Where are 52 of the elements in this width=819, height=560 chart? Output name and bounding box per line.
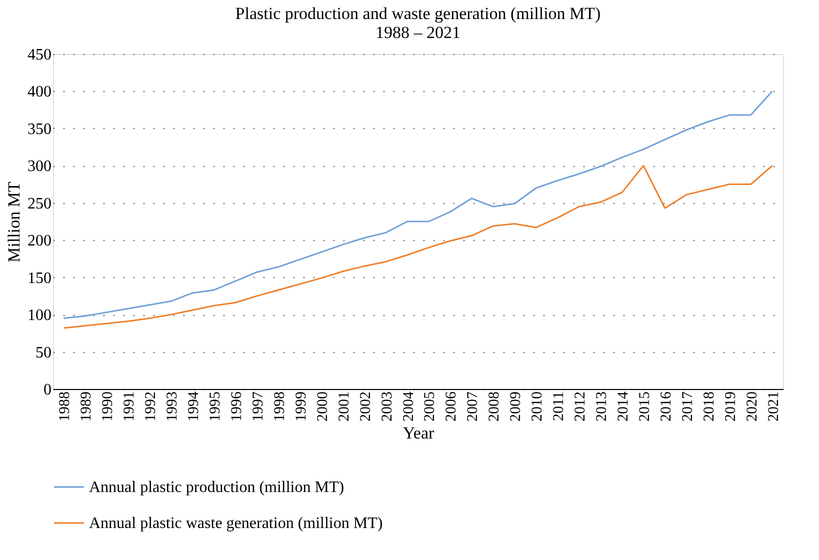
- x-tick-label: 2019: [722, 392, 739, 422]
- y-tick-label: 200: [28, 232, 52, 250]
- x-tick-label: 2021: [766, 392, 782, 422]
- x-tick-label: 1990: [100, 392, 116, 422]
- x-tick-label: 1998: [272, 392, 288, 422]
- x-tick-label: 2013: [594, 392, 610, 422]
- x-tick-label: 2000: [314, 392, 331, 422]
- x-tick-label: 1999: [293, 392, 310, 422]
- x-tick-label: 2006: [444, 391, 460, 422]
- x-tick-label: 2007: [465, 391, 482, 422]
- x-tick-label: 1994: [186, 391, 202, 422]
- x-tick-label: 2017: [680, 391, 696, 422]
- line-series: [62, 90, 774, 320]
- x-tick-label: 2001: [336, 392, 352, 422]
- x-tick-label: 1988: [57, 392, 74, 422]
- x-tick-label: 2005: [422, 392, 438, 422]
- y-tick-label: 300: [28, 158, 52, 176]
- y-tick-label: 400: [28, 84, 52, 101]
- x-tick-label: 1989: [78, 392, 95, 422]
- y-tick-label: 0: [44, 382, 52, 398]
- x-tick-label: 2012: [572, 392, 589, 422]
- chart-subtitle: 1988 – 2021: [376, 23, 460, 42]
- x-tick-label: 2014: [615, 391, 632, 422]
- y-axis-title: Million MT: [4, 181, 24, 262]
- x-tick-label: 1992: [143, 392, 160, 422]
- x-tick-label: 2008: [486, 392, 503, 422]
- x-tick-label: 2009: [508, 392, 524, 422]
- x-tick-label: 2020: [744, 392, 760, 422]
- x-tick-label: 2003: [379, 392, 396, 422]
- x-tick-label: 2002: [358, 392, 374, 422]
- x-tick-label: 1997: [250, 391, 266, 422]
- x-tick-label: 2015: [636, 392, 653, 422]
- x-tick-label: 2018: [701, 392, 718, 422]
- x-tick-label: 2010: [530, 392, 546, 422]
- y-tick-label: 350: [28, 120, 52, 138]
- x-tick-label: 2016: [658, 391, 674, 422]
- legend-label: Annual plastic production (million MT): [89, 479, 344, 496]
- y-tick-label: 250: [28, 195, 52, 212]
- x-tick-label: 2011: [551, 392, 568, 421]
- x-tick-label: 1996: [229, 391, 245, 422]
- x-axis-title: Year: [402, 424, 434, 442]
- legend-label: Annual plastic waste generation (million MT): [89, 515, 383, 532]
- x-tick-label: 1995: [208, 392, 224, 422]
- y-tick-label: 450: [28, 46, 52, 64]
- x-tick-label: 2004: [400, 391, 417, 422]
- chart-title: Plastic production and waste generation (million MT): [235, 4, 601, 23]
- line-series: [62, 164, 774, 329]
- y-tick-label: 100: [28, 307, 52, 324]
- y-tick-label: 50: [36, 344, 52, 362]
- x-tick-label: 1993: [164, 392, 181, 422]
- y-tick-label: 150: [28, 270, 52, 287]
- x-tick-label: 1991: [122, 392, 138, 422]
